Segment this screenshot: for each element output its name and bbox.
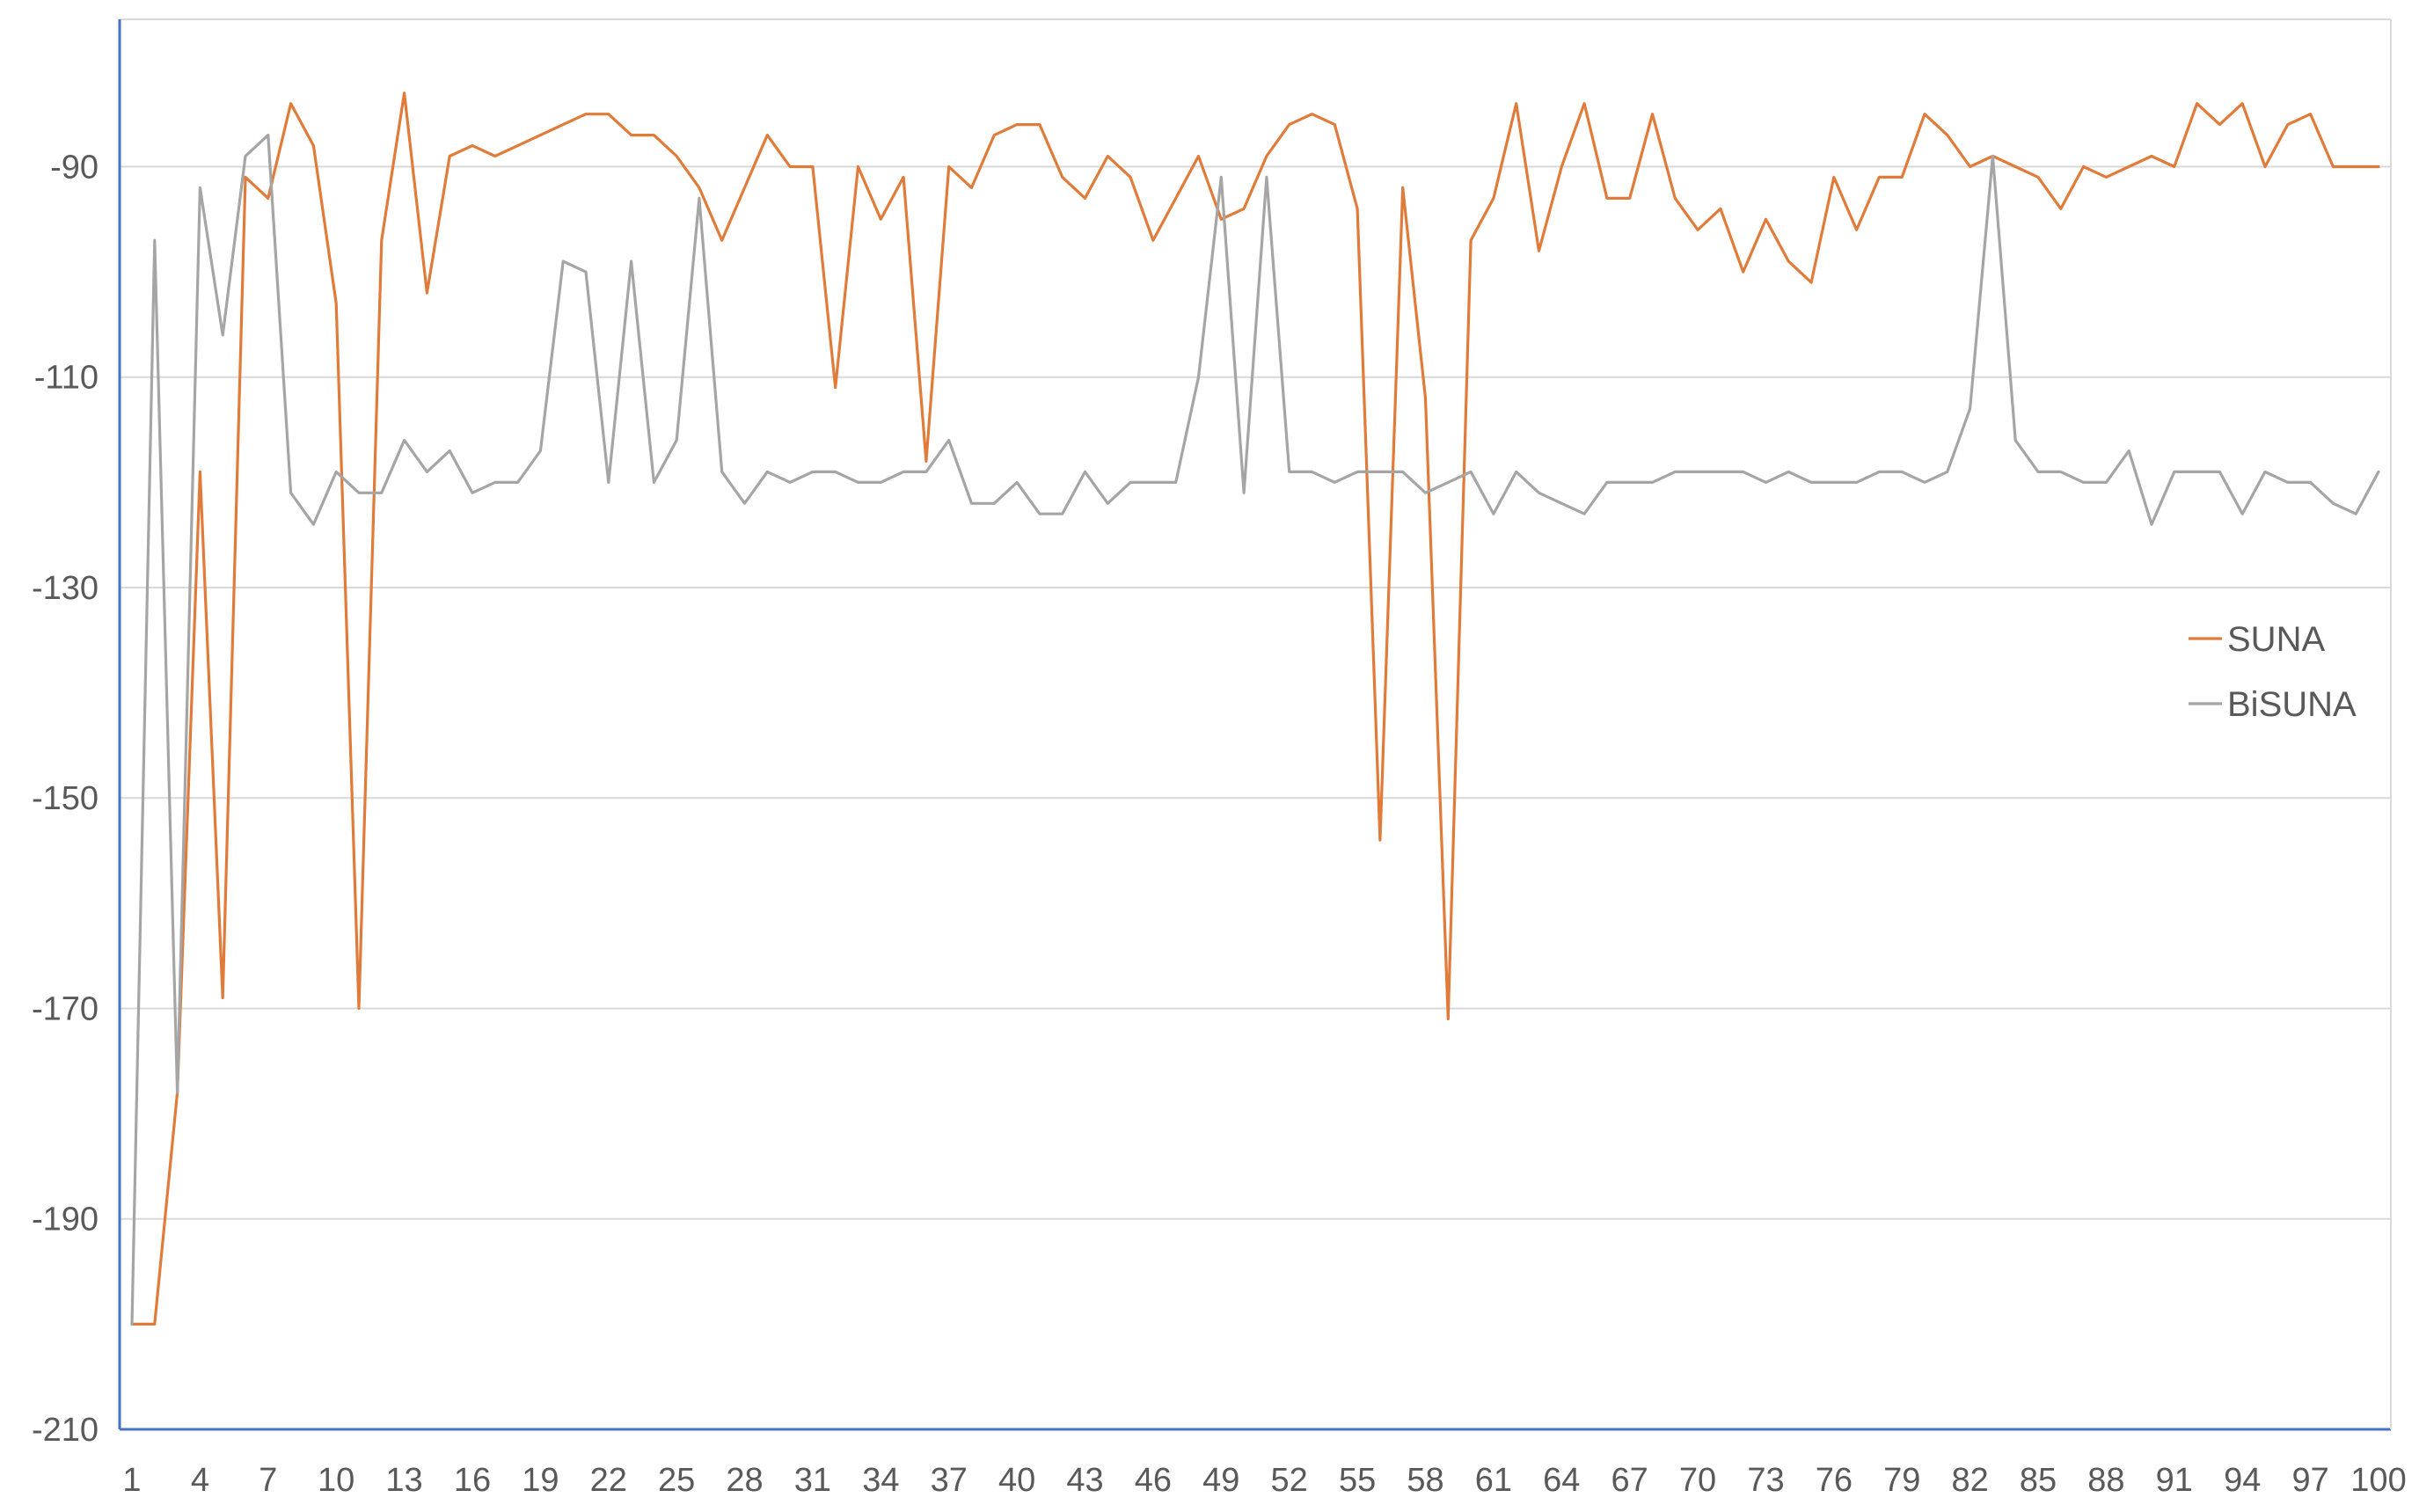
x-tick-label: 52 [1271, 1462, 1308, 1499]
x-tick-label: 88 [2087, 1462, 2124, 1499]
x-tick-label: 13 [385, 1462, 422, 1499]
x-tick-label: 1 [122, 1462, 141, 1499]
x-tick-label: 82 [1951, 1462, 1988, 1499]
x-tick-label: 100 [2350, 1462, 2406, 1499]
x-tick-label: 67 [1611, 1462, 1648, 1499]
x-tick-label: 55 [1339, 1462, 1376, 1499]
x-tick-label: 25 [658, 1462, 695, 1499]
x-tick-label: 73 [1747, 1462, 1784, 1499]
x-tick-label: 61 [1475, 1462, 1512, 1499]
x-tick-label: 70 [1679, 1462, 1716, 1499]
series-line-suna [130, 91, 2380, 1326]
axes [118, 19, 2392, 1431]
x-tick-label: 43 [1066, 1462, 1103, 1499]
x-tick-label: 91 [2156, 1462, 2193, 1499]
x-tick-label: 10 [318, 1462, 354, 1499]
y-tick-label: -190 [32, 1202, 99, 1238]
gridlines [120, 18, 2391, 1220]
y-tick-label: -130 [32, 570, 99, 607]
y-tick-label: -90 [50, 149, 99, 186]
x-tick-label: 97 [2291, 1462, 2328, 1499]
x-tick-label: 7 [259, 1462, 277, 1499]
x-tick-label: 94 [2224, 1462, 2261, 1499]
x-tick-label: 58 [1407, 1462, 1443, 1499]
legend: SUNA BiSUNA [2189, 620, 2357, 724]
x-tick-label: 46 [1135, 1462, 1172, 1499]
series-line-bisuna [130, 134, 2380, 1326]
x-tick-label: 49 [1202, 1462, 1239, 1499]
series-lines [130, 91, 2380, 1326]
x-tick-label: 28 [726, 1462, 763, 1499]
y-tick-labels: -90 -110 -130 -150 -170 -190 -210 [32, 149, 99, 1449]
y-tick-label: -150 [32, 780, 99, 817]
x-tick-label: 40 [998, 1462, 1035, 1499]
legend-label-suna: SUNA [2227, 620, 2325, 659]
y-tick-label: -170 [32, 990, 99, 1027]
x-tick-label: 34 [862, 1462, 899, 1499]
x-tick-label: 31 [794, 1462, 831, 1499]
x-tick-label: 22 [590, 1462, 627, 1499]
legend-label-bisuna: BiSUNA [2227, 685, 2357, 724]
x-tick-labels: 1 4 7 10 13 16 19 22 25 28 31 34 37 40 43 46 49 52 55 58 61 6… [122, 1462, 2406, 1499]
x-tick-label: 76 [1816, 1462, 1853, 1499]
x-tick-label: 85 [2020, 1462, 2057, 1499]
x-tick-label: 37 [931, 1462, 968, 1499]
x-tick-label: 79 [1883, 1462, 1920, 1499]
y-tick-label: -210 [32, 1412, 99, 1449]
x-tick-label: 16 [454, 1462, 491, 1499]
x-tick-label: 4 [191, 1462, 209, 1499]
x-tick-label: 19 [522, 1462, 559, 1499]
x-tick-label: 64 [1543, 1462, 1580, 1499]
y-tick-label: -110 [34, 360, 99, 397]
